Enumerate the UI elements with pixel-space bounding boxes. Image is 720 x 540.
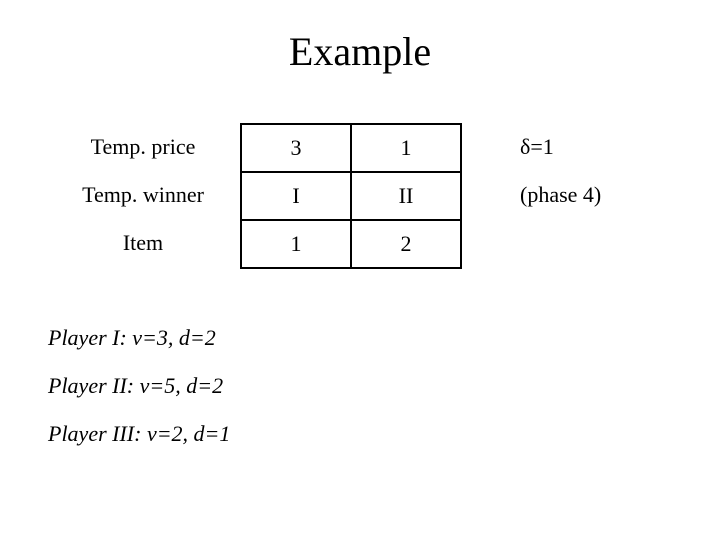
table-row: 1 2 (241, 220, 461, 268)
row-label: Temp. winner (58, 171, 228, 219)
delta-annotation: δ=1 (520, 123, 601, 171)
main-content-row: Temp. price Temp. winner Item 3 1 I II 1… (0, 123, 720, 269)
table-row: 3 1 (241, 124, 461, 172)
row-label: Temp. price (58, 123, 228, 171)
player-line: Player I: v=3, d=2 (48, 325, 720, 351)
player-line: Player III: v=2, d=1 (48, 421, 720, 447)
table-cell: 2 (351, 220, 461, 268)
table-cell: I (241, 172, 351, 220)
row-labels-column: Temp. price Temp. winner Item (58, 123, 228, 267)
table-cell: 1 (351, 124, 461, 172)
phase-annotation: (phase 4) (520, 171, 601, 219)
row-label: Item (58, 219, 228, 267)
table-cell: 1 (241, 220, 351, 268)
table-cell: II (351, 172, 461, 220)
table-row: I II (241, 172, 461, 220)
page-title: Example (0, 0, 720, 75)
annotations-column: δ=1 (phase 4) (520, 123, 601, 219)
table-cell: 3 (241, 124, 351, 172)
player-line: Player II: v=5, d=2 (48, 373, 720, 399)
data-table: 3 1 I II 1 2 (240, 123, 462, 269)
players-block: Player I: v=3, d=2 Player II: v=5, d=2 P… (0, 325, 720, 447)
